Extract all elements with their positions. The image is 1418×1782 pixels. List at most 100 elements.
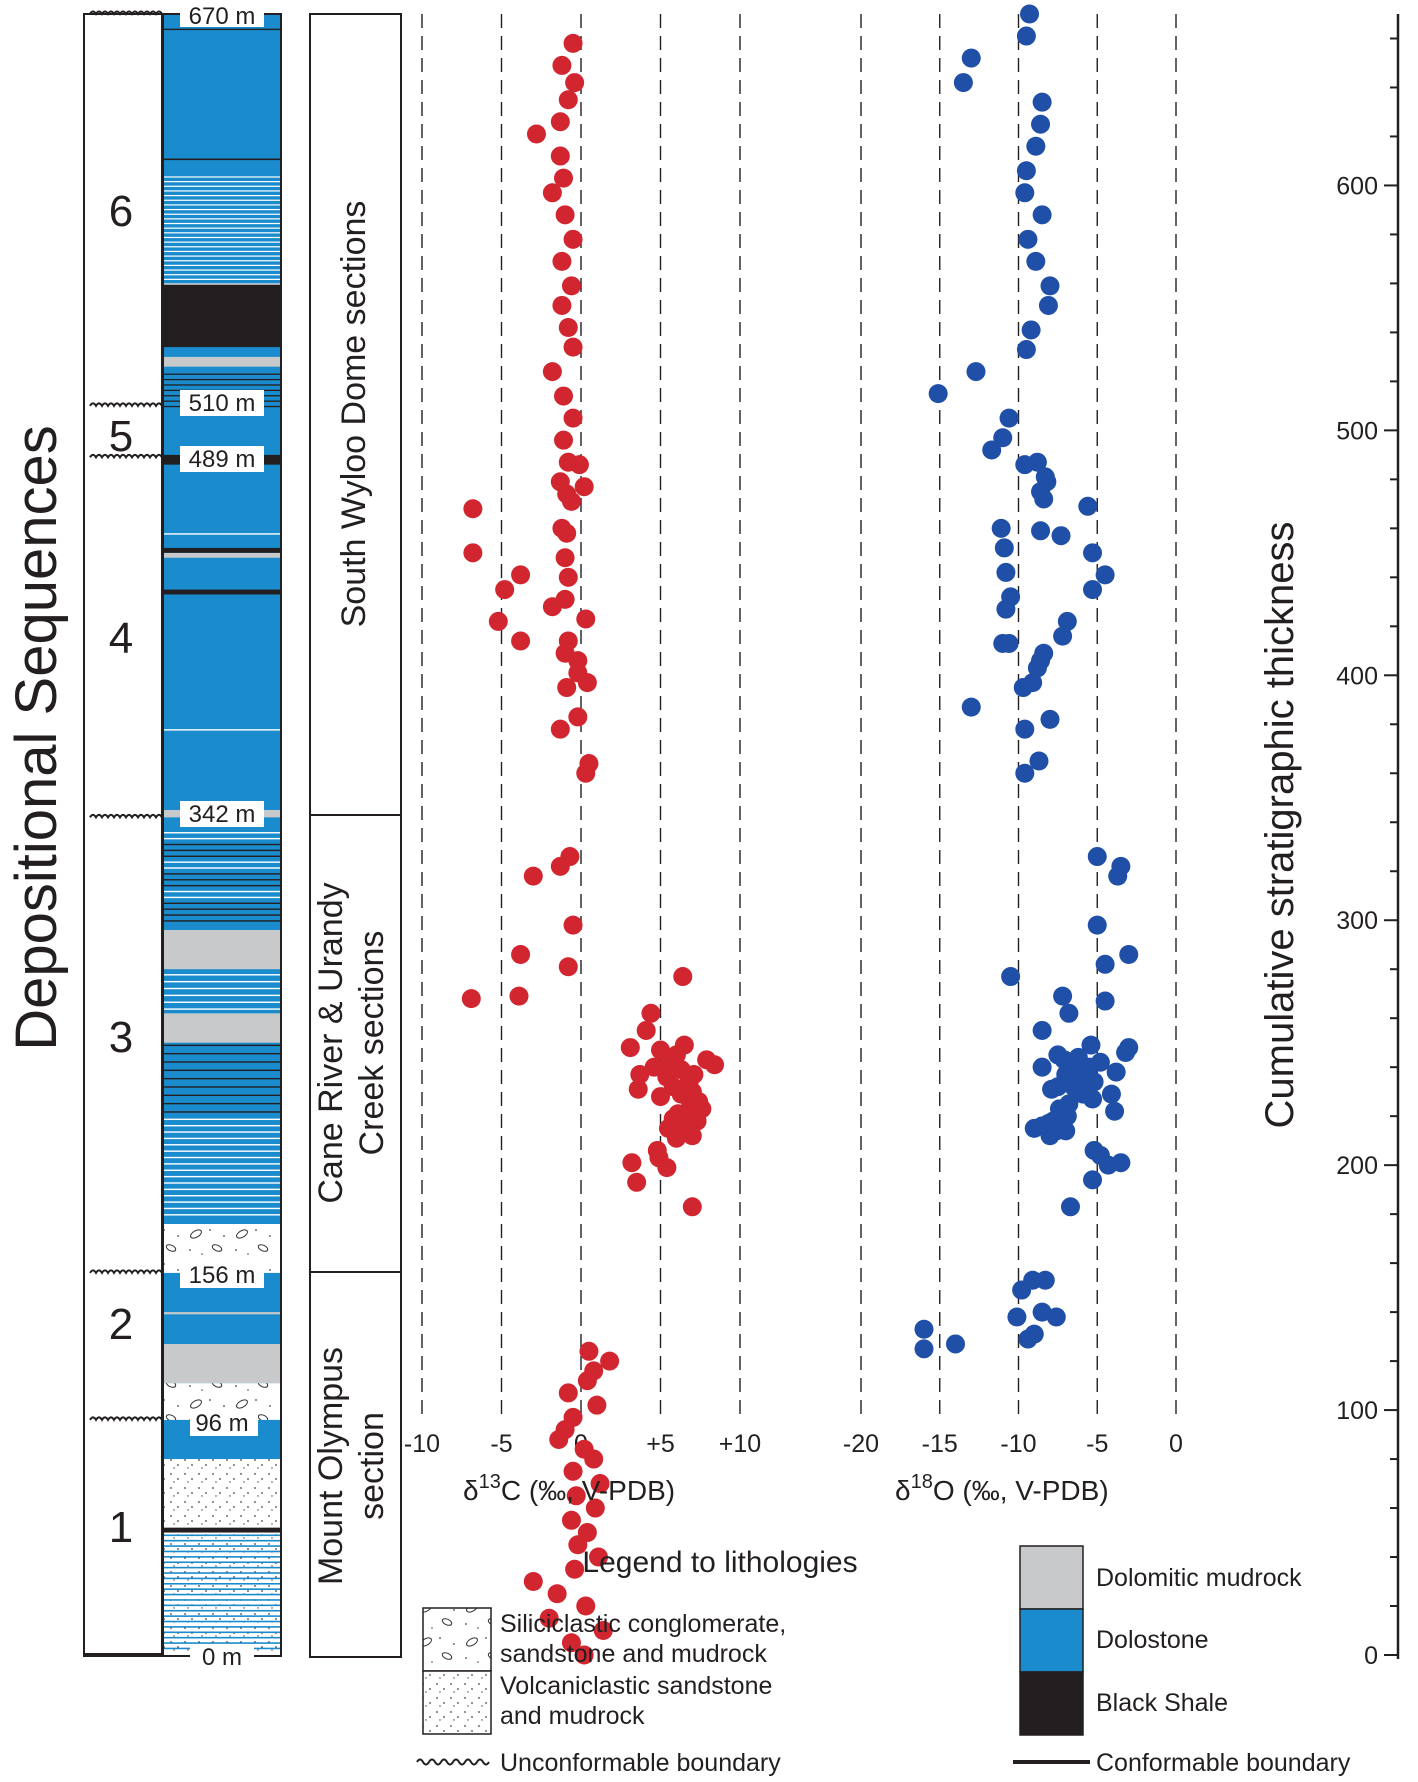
litho-dolo-stripe <box>163 1626 281 1628</box>
litho-mixed-stripe <box>163 861 281 863</box>
litho-mixed-stripe <box>163 896 281 899</box>
litho-white-stripe <box>163 974 281 976</box>
carbon-point <box>593 1621 613 1641</box>
oxygen-point <box>1105 1101 1125 1121</box>
oxygen-point <box>1095 565 1115 585</box>
litho-white-stripe <box>163 181 281 183</box>
litho-white-stripe <box>163 213 281 215</box>
litho-white-stripe <box>163 232 281 234</box>
carbon-point <box>576 763 596 783</box>
litho-shale-stripe <box>163 378 281 381</box>
unconformity-96 <box>89 1416 163 1422</box>
oxygen-point <box>1026 136 1046 156</box>
litho-shale-stripe <box>163 1111 281 1113</box>
litho-white-stripe <box>163 260 281 262</box>
unconformity-342 <box>89 813 163 820</box>
tag-489: 489 m <box>189 446 256 473</box>
legend-volcaniclastic-line2: and mudrock <box>500 1702 645 1730</box>
oxygen-point <box>1084 1072 1104 1092</box>
litho-mudrock-seq2 <box>163 1343 281 1384</box>
y-tick-label: 500 <box>1336 417 1378 445</box>
y-axis: 0 100 200 300 400 500 600 <box>1336 14 1400 1670</box>
oxygen-point <box>1015 455 1035 475</box>
litho-mixed-stripe <box>163 843 281 846</box>
carbon-point <box>555 205 575 225</box>
litho-dolo-stripe <box>163 1577 281 1580</box>
carbon-point <box>569 455 589 475</box>
litho-mudrock-seq4 <box>163 552 281 558</box>
oxygen-point <box>1087 847 1107 867</box>
carbon-points <box>461 33 725 1665</box>
legend-unconformity-line <box>416 1758 490 1766</box>
litho-mixed-stripe <box>163 873 281 875</box>
legend-shale-swatch <box>1019 1671 1084 1736</box>
carbon-point <box>641 1003 661 1023</box>
oxygen-axis-label: δ18O (‰, V-PDB) <box>895 1471 1109 1506</box>
oxygen-point <box>1040 709 1060 729</box>
litho-shale-stripe <box>163 384 281 386</box>
oxygen-point <box>1053 626 1073 646</box>
oxygen-point <box>1060 1197 1080 1217</box>
litho-white-stripe <box>163 241 281 243</box>
litho-dolo-stripe <box>163 1588 281 1590</box>
oxygen-point <box>928 384 948 404</box>
carbon-tick-label: +5 <box>646 1430 675 1458</box>
oxygen-point <box>1106 1062 1126 1082</box>
carbon-tick-label: +10 <box>719 1430 761 1458</box>
oxygen-point <box>1108 866 1128 886</box>
oxygen-point <box>1018 229 1038 249</box>
carbon-point <box>657 1158 677 1178</box>
meter-tags: 670 m 510 m 489 m 342 m 156 m 96 m 0 m <box>180 3 264 1671</box>
oxygen-point <box>1029 751 1049 771</box>
legend-volcaniclastic-line1: Volcaniclastic sandstone <box>500 1672 772 1700</box>
carbon-point <box>568 707 588 727</box>
legend-shale-label: Black Shale <box>1096 1689 1228 1717</box>
oxygen-point <box>1007 1307 1027 1327</box>
litho-shale-stripe <box>163 1069 281 1072</box>
oxygen-point <box>1040 276 1060 296</box>
section-cane-river <box>309 814 402 1273</box>
carbon-point <box>550 146 570 166</box>
litho-white-stripe <box>163 1001 281 1003</box>
oxygen-axis-rest: O (‰, V-PDB) <box>933 1475 1109 1506</box>
litho-white-stripe <box>163 1144 281 1146</box>
litho-mudrock-thin-seq2 <box>163 1312 281 1315</box>
oxygen-point <box>1015 719 1035 739</box>
oxygen-point <box>1015 763 1035 783</box>
section-cane-river-line2: Creek sections <box>353 931 391 1156</box>
oxygen-point <box>1057 611 1077 631</box>
litho-dolo-stripe <box>163 1566 281 1569</box>
carbon-grid <box>421 14 741 1418</box>
tag-670: 670 m <box>189 3 256 30</box>
litho-white-stripe <box>163 176 281 178</box>
y-tick-label: 300 <box>1336 907 1378 935</box>
tag-489-bg <box>180 446 264 472</box>
litho-mixed-stripe <box>163 884 281 887</box>
oxygen-point <box>1032 1020 1052 1040</box>
oxygen-point <box>961 48 981 68</box>
litho-mixed-stripe <box>163 879 281 881</box>
carbon-point <box>563 337 583 357</box>
tag-0: 0 m <box>202 1644 242 1671</box>
carbon-point <box>461 989 481 1009</box>
oxygen-point <box>991 518 1011 538</box>
carbon-point <box>552 295 572 315</box>
lithology-bands <box>163 28 281 1655</box>
litho-dolo-stripe <box>163 1539 281 1542</box>
sequence-1-label: 1 <box>109 1503 133 1552</box>
litho-shale-seq4-b <box>163 547 281 553</box>
carbon-point <box>557 678 577 698</box>
oxygen-point <box>1031 114 1051 134</box>
carbon-axis-rest: C (‰, V-PDB) <box>501 1475 675 1506</box>
legend-unconformity-label: Unconformable boundary <box>500 1749 781 1777</box>
carbon-point <box>561 491 581 511</box>
litho-white-stripe <box>163 994 281 997</box>
oxygen-point <box>1046 1307 1066 1327</box>
tag-0-bg <box>190 1644 254 1670</box>
oxygen-axis-delta: δ <box>895 1475 911 1506</box>
carbon-point <box>630 1065 650 1085</box>
sequence-3-label: 3 <box>109 1013 133 1062</box>
litho-shale-stripe <box>163 1061 281 1063</box>
carbon-point <box>622 1153 642 1173</box>
oxygen-point <box>999 633 1019 653</box>
